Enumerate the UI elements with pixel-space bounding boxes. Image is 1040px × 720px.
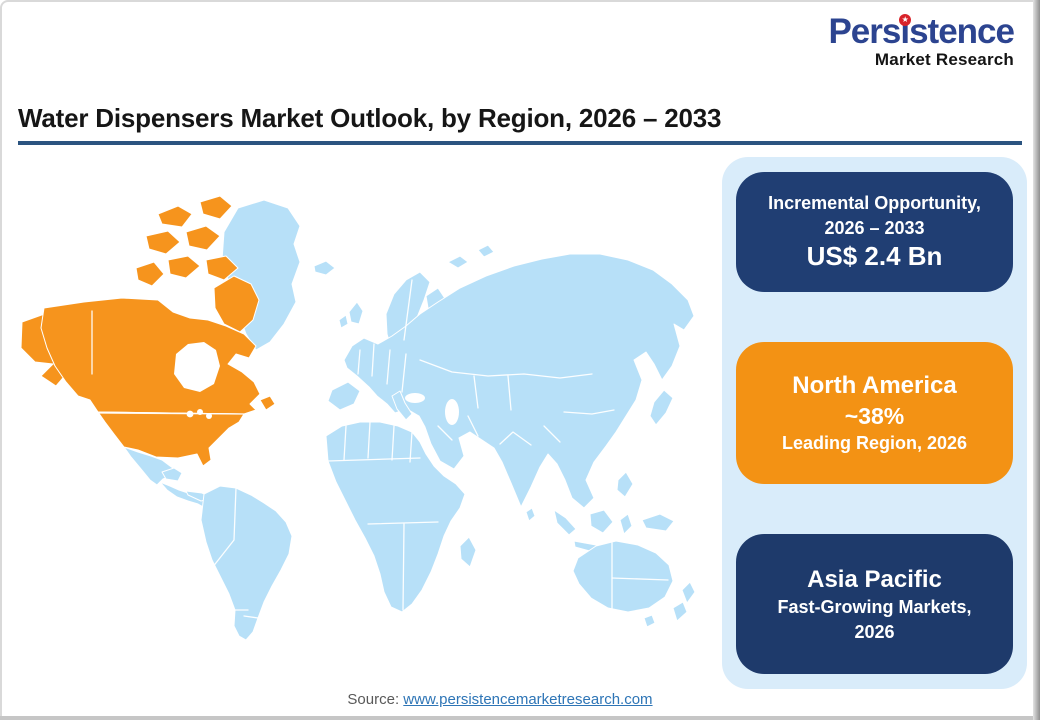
region-sumatra — [553, 509, 577, 536]
border-africa-1 — [327, 457, 421, 462]
region-usa — [97, 411, 245, 467]
caspian-sea — [445, 399, 459, 425]
card3-subtitle-line2: 2026 — [854, 621, 895, 642]
border-russia-south — [419, 359, 593, 379]
logo-brand-pre: Pers — [828, 12, 901, 51]
region-africa — [325, 421, 466, 613]
region-philippines — [616, 471, 634, 498]
region-new-zealand-south — [672, 601, 688, 622]
region-arctic-island-2 — [157, 205, 193, 228]
card-north-america: North America ~38% Leading Region, 2026 — [736, 342, 1013, 484]
border-mideast-1 — [437, 425, 453, 441]
logo-brand-i: i ★ — [898, 12, 911, 51]
logo-brand-post: stence — [909, 12, 1015, 51]
region-arctic-island-7 — [205, 255, 239, 281]
border-europe-3 — [386, 349, 391, 385]
border-mideast-2 — [467, 415, 479, 437]
region-sri-lanka — [525, 507, 536, 522]
region-iceland — [313, 260, 336, 276]
border-africa-4 — [391, 425, 395, 461]
world-map — [20, 195, 696, 641]
card-incremental-opportunity: Incremental Opportunity, 2026 – 2033 US$… — [736, 172, 1013, 292]
border-europe-4 — [401, 353, 407, 393]
border-india — [499, 431, 532, 446]
border-scandinavia — [403, 279, 413, 341]
title-underline — [18, 141, 1022, 145]
border-africa-2 — [343, 425, 347, 461]
card1-line1: Incremental Opportunity, — [768, 193, 981, 214]
border-australia-2 — [611, 577, 669, 581]
card2-value: ~38% — [844, 402, 905, 429]
source-line: Source: www.persistencemarketresearch.co… — [0, 691, 1000, 708]
border-africa-5 — [409, 431, 413, 463]
logo-star-dot-icon: ★ — [898, 14, 911, 26]
region-arctic-isle-2 — [477, 244, 495, 258]
region-japan — [649, 389, 674, 426]
region-arctic-isle-1 — [447, 255, 469, 269]
border-central-asia-1 — [473, 375, 479, 409]
region-baffin-island — [213, 275, 260, 333]
logo-brand: Persi ★ stence — [828, 12, 1015, 51]
border-africa-3 — [367, 421, 371, 459]
map-land-regions — [123, 199, 696, 641]
region-tasmania — [643, 614, 656, 628]
stats-panel: Incremental Opportunity, 2026 – 2033 US$… — [722, 157, 1027, 689]
hudson-bay — [174, 342, 220, 392]
card1-line2: 2026 – 2033 — [824, 217, 925, 238]
border-china-2 — [543, 425, 561, 443]
card2-subtitle: Leading Region, 2026 — [781, 433, 968, 454]
card2-title: North America — [792, 372, 957, 400]
border-usa-canada — [97, 412, 245, 415]
region-newfoundland — [259, 395, 276, 411]
logo-tagline: Market Research — [874, 50, 1014, 69]
card1-value: US$ 2.4 Bn — [806, 241, 943, 272]
region-arctic-island-4 — [145, 230, 181, 255]
region-eurasia — [343, 253, 695, 509]
region-arctic-island-5 — [185, 225, 221, 251]
region-australia — [572, 540, 674, 613]
map-country-borders — [91, 279, 669, 619]
region-new-guinea — [641, 513, 675, 532]
source-link[interactable]: www.persistencemarketresearch.com — [403, 691, 653, 708]
region-arctic-island-3 — [199, 195, 233, 220]
region-iberia — [327, 381, 361, 411]
border-china-1 — [563, 409, 615, 415]
region-madagascar — [459, 536, 477, 568]
great-lake-3 — [206, 413, 212, 419]
card3-title: Asia Pacific — [807, 566, 942, 594]
border-africa-6 — [367, 521, 439, 525]
region-new-zealand-north — [681, 581, 696, 604]
map-inland-water — [174, 342, 459, 425]
logo-brand-i-letter: i — [900, 12, 910, 51]
card3-subtitle-line1: Fast-Growing Markets, — [777, 597, 972, 618]
region-south-america — [200, 485, 293, 641]
page-title: Water Dispensers Market Outlook, by Regi… — [18, 103, 722, 133]
border-sa-2 — [243, 615, 259, 619]
border-sa-1 — [211, 487, 237, 569]
black-sea — [405, 393, 425, 403]
region-yucatan — [161, 467, 183, 482]
region-sulawesi — [619, 513, 633, 535]
border-africa-7 — [402, 523, 405, 611]
region-arctic-island-1 — [135, 261, 165, 287]
window-right-edge — [1033, 0, 1040, 720]
region-uk — [348, 301, 364, 325]
window-bottom-edge — [0, 716, 1033, 720]
border-central-asia-2 — [507, 375, 512, 411]
border-europe-2 — [371, 343, 375, 377]
region-ireland — [338, 314, 349, 329]
region-arctic-island-6 — [167, 255, 201, 279]
card-asia-pacific: Asia Pacific Fast-Growing Markets, 2026 — [736, 534, 1013, 674]
border-europe-1 — [357, 349, 361, 375]
map-highlight-north-america — [20, 195, 276, 467]
source-label: Source: — [347, 691, 400, 708]
logo: Persi ★ stence Market Research — [828, 12, 1015, 69]
region-italy — [391, 390, 413, 421]
region-borneo — [589, 509, 614, 534]
